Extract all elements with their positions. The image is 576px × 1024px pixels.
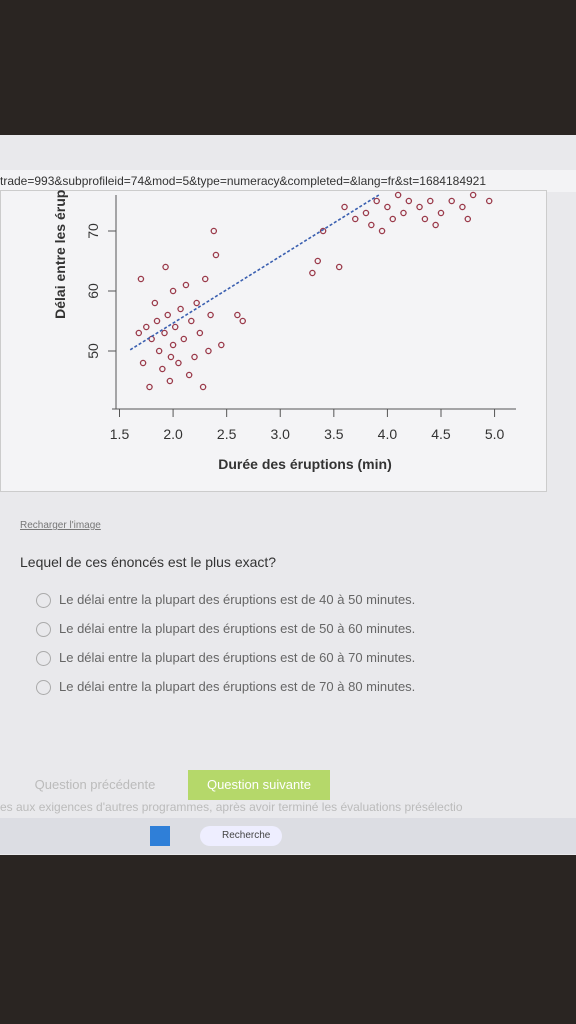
point [135,329,143,337]
point [218,341,225,349]
point [212,251,220,259]
point [199,383,207,391]
point [169,341,177,349]
point [137,275,145,283]
point [394,191,402,199]
point [151,299,159,307]
y-tick-label: 60 [85,283,101,299]
x-tick-label: 2.5 [217,426,237,442]
url-bar[interactable]: trade=993&subprofileid=74&mod=5&type=num… [0,170,576,192]
point [464,215,472,223]
point [153,317,161,325]
x-tick-label: 3.0 [271,426,291,442]
point [341,203,348,211]
point [405,197,413,205]
point [469,191,477,199]
option-text: Le délai entre la plupart des éruptions … [59,679,416,694]
point [205,347,212,355]
point [352,215,359,223]
x-axis-label: Durée des éruptions (min) [218,456,391,472]
point [182,281,190,289]
trend-line [129,194,380,351]
point [416,203,423,211]
point [384,203,391,211]
point [188,317,195,325]
point [201,275,209,283]
point [485,197,493,205]
point [335,263,343,271]
point [362,209,370,217]
x-tick-label: 2.0 [163,426,183,442]
answer-option[interactable]: Le délai entre la plupart des éruptions … [36,650,416,667]
option-text: Le délai entre la plupart des éruptions … [59,592,416,607]
x-tick-label: 3.5 [324,426,344,442]
point [161,329,168,337]
y-tick-label: 70 [85,223,101,239]
point [143,323,150,331]
point [162,263,169,271]
y-axis-label: Délai entre les érupti [52,190,68,319]
x-tick-label: 4.5 [431,426,451,442]
point [148,335,155,343]
point [164,311,171,319]
point [155,347,163,355]
point [368,221,375,229]
answer-option[interactable]: Le délai entre la plupart des éruptions … [36,592,416,609]
point [166,377,174,385]
x-tick-label: 5.0 [485,426,505,442]
reload-link[interactable]: Recharger l'image [20,520,101,531]
x-tick-label: 4.0 [378,426,398,442]
point [389,215,397,223]
answer-option[interactable]: Le délai entre la plupart des éruptions … [36,621,416,638]
point [159,365,166,373]
point [191,353,198,361]
answer-option[interactable]: Le délai entre la plupart des éruptions … [36,679,416,696]
radio[interactable] [36,622,51,638]
point [177,305,184,313]
point [175,359,182,367]
x-tick-label: 1.5 [110,426,130,442]
point [169,287,177,295]
radio[interactable] [36,593,51,609]
point [319,227,327,235]
radio[interactable] [36,651,51,667]
point [373,197,380,205]
point [448,197,455,205]
point [234,311,241,319]
point [432,221,439,229]
point [427,197,434,205]
point [196,329,204,337]
point [459,203,466,211]
chart-box [0,190,547,492]
point [207,311,214,319]
question: Lequel de ces énoncés est le plus exact? [20,554,277,570]
point [193,299,200,307]
chart: Durée des éruptions (min) Délai entre le… [52,190,516,472]
point [437,209,445,217]
option-text: Le délai entre la plupart des éruptions … [59,621,416,636]
taskbar: Recherche [0,818,576,854]
point [139,359,147,367]
radio[interactable] [36,680,51,696]
point [171,323,179,331]
point [210,227,218,235]
point [309,269,316,277]
start-button[interactable] [150,826,170,846]
point [239,317,246,325]
y-tick-label: 50 [85,343,101,359]
point [314,257,322,265]
point [400,209,407,217]
next-button[interactable]: Question suivante [188,770,330,800]
point [167,353,175,361]
search-box[interactable]: Recherche [200,826,282,846]
option-text: Le délai entre la plupart des éruptions … [59,650,416,665]
point [421,215,429,223]
point [378,227,386,235]
point [146,383,153,391]
footer-text: es aux exigences d'autres programmes, ap… [0,800,463,814]
point [185,371,193,379]
point [180,335,188,343]
prev-button[interactable]: Question précédente [34,777,156,792]
